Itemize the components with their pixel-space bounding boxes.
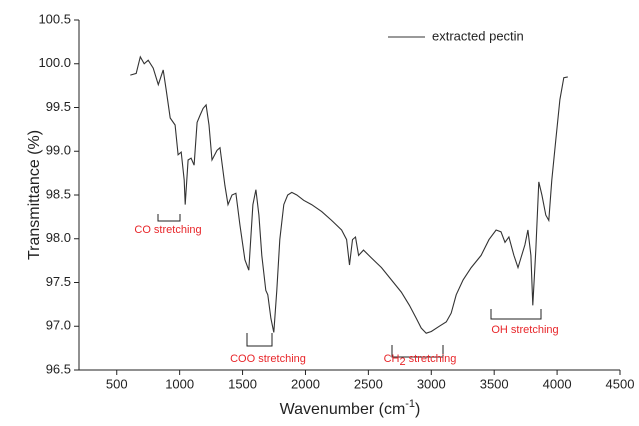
bracket — [157, 214, 181, 222]
y-tick-label: 100.0 — [38, 55, 71, 70]
x-tick-label: 4000 — [543, 376, 572, 391]
legend-label: extracted pectin — [432, 28, 524, 43]
x-tick-label: 4500 — [606, 376, 635, 391]
y-tick-label: 96.5 — [46, 361, 71, 376]
x-tick-label: 1500 — [228, 376, 257, 391]
y-tick-label: 97.0 — [46, 318, 71, 333]
bracket — [391, 345, 444, 358]
x-axis-label: Wavenumber (cm-1) — [280, 398, 421, 418]
y-tick-label: 99.0 — [46, 143, 71, 158]
bracket — [246, 333, 273, 347]
x-tick-label: 500 — [106, 376, 128, 391]
x-tick-label: 2500 — [354, 376, 383, 391]
annotation: CO stretching — [134, 224, 201, 236]
bracket — [490, 309, 542, 320]
spectrum-line — [130, 55, 568, 334]
y-tick-label: 99.5 — [46, 99, 71, 114]
y-tick-label: 98.5 — [46, 186, 71, 201]
brackets — [157, 214, 542, 358]
x-tick-label: 3000 — [417, 376, 446, 391]
y-tick-label: 100.5 — [38, 11, 71, 26]
y-tick-label: 97.5 — [46, 274, 71, 289]
y-axis-label: Transmittance (%) — [26, 130, 43, 260]
x-tick-label: 1000 — [165, 376, 194, 391]
annotation: OH stretching — [491, 324, 558, 336]
annotation: COO stretching — [230, 353, 306, 365]
x-tick-label: 3500 — [480, 376, 509, 391]
x-tick-label: 2000 — [291, 376, 320, 391]
y-tick-label: 98.0 — [46, 230, 71, 245]
annotation: CH2 stretching — [384, 353, 457, 368]
